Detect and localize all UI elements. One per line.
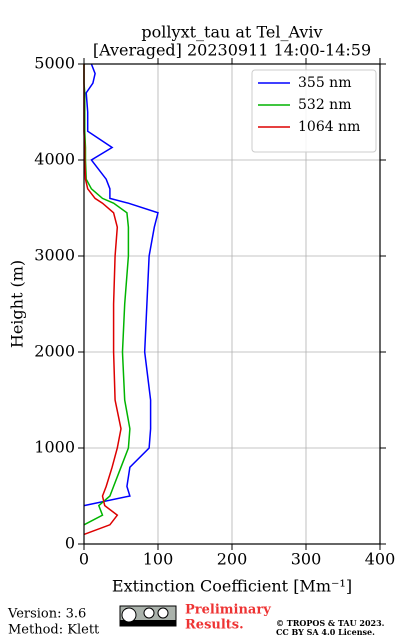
results: Results. xyxy=(185,618,244,633)
chart-subtitle: [Averaged] 20230911 14:00-14:59 xyxy=(93,41,371,60)
license: CC BY SA 4.0 License. xyxy=(276,627,375,637)
version: Version: 3.6 xyxy=(7,607,86,622)
legend-box xyxy=(251,69,377,153)
x-tick-label: 100 xyxy=(143,550,174,569)
license-icon xyxy=(119,605,177,627)
legend-label: 1064 nm xyxy=(298,119,360,135)
copyright: © TROPOS & TAU 2023. xyxy=(276,618,385,628)
x-tick-label: 300 xyxy=(291,550,322,569)
legend: 355 nm 532 nm 1064 nm xyxy=(251,69,377,153)
y-tick-label: 1000 xyxy=(34,438,75,457)
profile-line xyxy=(83,63,159,507)
y-tick-label: 5000 xyxy=(34,54,75,73)
y-tick-label: 3000 xyxy=(34,246,75,265)
legend-label: 532 nm xyxy=(298,97,351,113)
method: Method: Klett xyxy=(8,623,100,638)
legend-label: 355 nm xyxy=(298,75,351,91)
preliminary: Preliminary xyxy=(185,603,271,618)
y-tick-label: 4000 xyxy=(34,150,75,169)
y-axis-label: Height (m) xyxy=(8,260,27,348)
x-axis-label: Extinction Coefficient [Mm⁻¹] xyxy=(112,577,352,596)
y-tick-label: 2000 xyxy=(34,342,75,361)
x-tick-label: 400 xyxy=(365,550,396,569)
y-tick-label: 0 xyxy=(65,534,75,553)
chart-title: pollyxt_tau at Tel_Aviv xyxy=(141,23,322,42)
x-tick-label: 0 xyxy=(79,550,89,569)
x-tick-label: 200 xyxy=(217,550,248,569)
profile-line xyxy=(83,64,122,536)
plot-frame xyxy=(83,63,381,545)
